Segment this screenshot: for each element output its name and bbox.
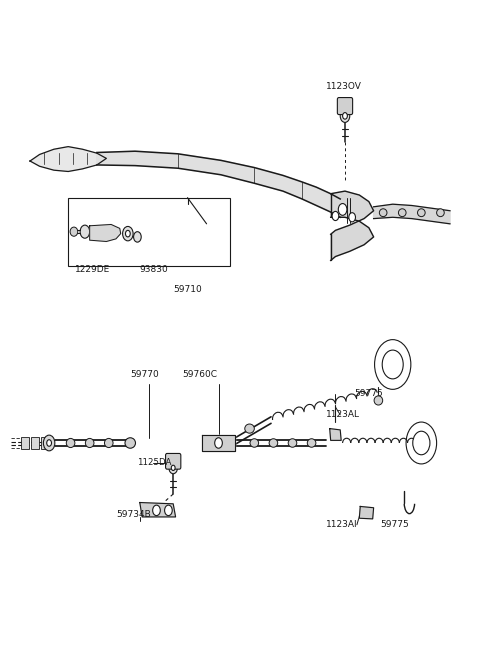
FancyBboxPatch shape bbox=[166, 453, 181, 469]
Circle shape bbox=[215, 438, 222, 448]
Circle shape bbox=[406, 422, 437, 464]
Circle shape bbox=[332, 212, 339, 221]
Polygon shape bbox=[30, 147, 107, 171]
Text: 1229DE: 1229DE bbox=[75, 265, 110, 274]
Ellipse shape bbox=[66, 438, 75, 447]
Text: 59775: 59775 bbox=[355, 390, 384, 398]
Polygon shape bbox=[140, 503, 176, 517]
Text: 59775: 59775 bbox=[381, 520, 409, 530]
Text: 1123AL: 1123AL bbox=[326, 411, 360, 419]
Circle shape bbox=[340, 109, 350, 122]
Bar bbox=[31, 437, 38, 449]
Ellipse shape bbox=[374, 396, 383, 405]
Circle shape bbox=[153, 505, 160, 516]
Ellipse shape bbox=[307, 439, 316, 447]
Circle shape bbox=[343, 112, 348, 119]
Ellipse shape bbox=[379, 209, 387, 217]
Ellipse shape bbox=[398, 209, 406, 217]
Ellipse shape bbox=[105, 438, 113, 447]
Ellipse shape bbox=[418, 209, 425, 217]
Polygon shape bbox=[202, 435, 235, 451]
Text: 59734B: 59734B bbox=[116, 510, 151, 520]
Polygon shape bbox=[360, 507, 373, 519]
Text: 1123AI: 1123AI bbox=[326, 520, 358, 530]
Ellipse shape bbox=[437, 209, 444, 217]
Polygon shape bbox=[373, 204, 450, 224]
Circle shape bbox=[47, 440, 51, 446]
Circle shape bbox=[43, 435, 55, 451]
Circle shape bbox=[349, 213, 356, 222]
Polygon shape bbox=[330, 428, 341, 440]
Circle shape bbox=[382, 350, 403, 379]
Ellipse shape bbox=[245, 424, 254, 433]
Bar bbox=[22, 437, 29, 449]
Text: 59710: 59710 bbox=[173, 284, 202, 294]
Circle shape bbox=[413, 431, 430, 455]
Text: 93830: 93830 bbox=[140, 265, 168, 274]
Circle shape bbox=[169, 462, 178, 474]
FancyBboxPatch shape bbox=[337, 97, 353, 114]
Bar bbox=[40, 437, 48, 449]
Ellipse shape bbox=[125, 438, 135, 448]
Circle shape bbox=[133, 232, 141, 242]
Circle shape bbox=[374, 340, 411, 390]
Polygon shape bbox=[331, 191, 373, 260]
Circle shape bbox=[338, 204, 347, 215]
Text: 1123OV: 1123OV bbox=[326, 82, 362, 91]
Circle shape bbox=[165, 505, 172, 516]
Circle shape bbox=[122, 227, 133, 241]
Polygon shape bbox=[97, 151, 340, 217]
Ellipse shape bbox=[288, 439, 297, 447]
Ellipse shape bbox=[250, 439, 259, 447]
Ellipse shape bbox=[85, 438, 94, 447]
Text: 59760C: 59760C bbox=[183, 370, 218, 379]
Circle shape bbox=[125, 231, 130, 237]
Polygon shape bbox=[90, 225, 120, 242]
Circle shape bbox=[80, 225, 90, 238]
Bar bbox=[68, 198, 230, 266]
Text: 1125DA: 1125DA bbox=[137, 458, 172, 467]
Ellipse shape bbox=[269, 439, 278, 447]
Circle shape bbox=[171, 465, 175, 470]
Text: 59770: 59770 bbox=[130, 370, 159, 379]
Ellipse shape bbox=[70, 227, 78, 237]
